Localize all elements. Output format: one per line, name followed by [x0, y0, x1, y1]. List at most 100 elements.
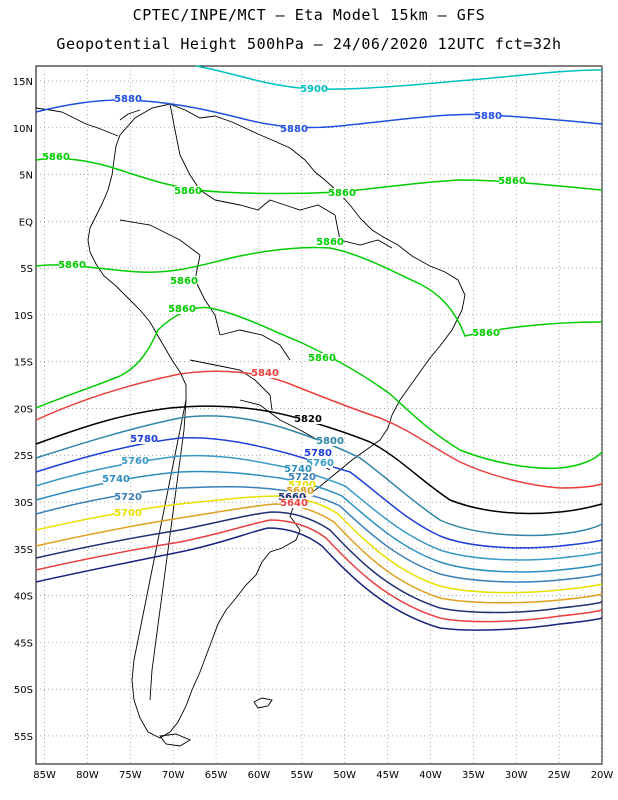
- lon-tick-label: 35W: [462, 770, 485, 781]
- contour-label-bg: [115, 492, 141, 502]
- contour-label: 5880: [280, 124, 308, 135]
- map-title-line-1: CPTEC/INPE/MCT – Eta Model 15km – GFS: [132, 6, 486, 24]
- contour-label: 5860: [170, 276, 198, 287]
- contour-label-bg: [285, 464, 311, 474]
- lat-tick-label: 20S: [14, 404, 33, 415]
- contour-5720: [35, 485, 603, 583]
- contour-label: 5640: [280, 498, 308, 509]
- contour-label-bg: [301, 84, 327, 94]
- contour-5760: [35, 454, 603, 561]
- border-bolivia: [189, 359, 273, 411]
- contour-label-bg: [252, 368, 278, 378]
- lon-tick-label: 85W: [33, 770, 56, 781]
- contour-label-bg: [317, 237, 343, 247]
- lat-tick-label: 45S: [14, 638, 33, 649]
- contour-label: 5720: [114, 492, 142, 503]
- lon-tick-label: 75W: [119, 770, 142, 781]
- contour-5740: [35, 470, 603, 573]
- border-colombia-venezuela: [169, 103, 216, 201]
- lon-tick-label: 55W: [291, 770, 314, 781]
- contour-5800: [35, 415, 603, 537]
- contour-label-bg: [281, 124, 307, 134]
- contour-label-bg: [115, 94, 141, 104]
- lat-tick-label: EQ: [19, 217, 33, 228]
- lon-tick-label: 30W: [505, 770, 528, 781]
- lat-tick-label: 50S: [14, 685, 33, 696]
- contour-5900: [195, 65, 603, 90]
- contour-label-bg: [279, 492, 305, 502]
- contour-label: 5860: [498, 176, 526, 187]
- contour-5680: [35, 503, 603, 604]
- contour-label-bg: [169, 304, 195, 314]
- contour-label: 5780: [130, 434, 158, 445]
- central-america-coastline: [35, 107, 119, 137]
- contour-label: 5860: [472, 328, 500, 339]
- contour-label: 5860: [316, 237, 344, 248]
- lat-tick-label: 5S: [20, 264, 33, 275]
- border-colombia-peru: [119, 219, 201, 256]
- caribbean-coast: [119, 109, 141, 121]
- contour-label: 5880: [114, 94, 142, 105]
- contour-label-bg: [329, 188, 355, 198]
- lon-tick-label: 40W: [419, 770, 442, 781]
- contour-label: 5860: [42, 152, 70, 163]
- grid-lines: [36, 66, 603, 764]
- contour-5660: [35, 511, 603, 614]
- contour-lines: [35, 65, 603, 631]
- contour-label-bg: [175, 186, 201, 196]
- lon-tick-label: 45W: [376, 770, 399, 781]
- contour-label: 5660: [278, 492, 306, 503]
- axis-ticks: 15N 10N 5N EQ 5S 10S 15S 20S 25S 30S 35S 40S 45S 50S 5…: [13, 77, 614, 781]
- contour-5620: [35, 527, 603, 631]
- contour-label: 5800: [316, 436, 344, 447]
- contour-5860-c: [35, 306, 603, 470]
- contour-label-bg: [289, 472, 315, 482]
- contour-label-bg: [59, 260, 85, 270]
- contour-label-bg: [309, 353, 335, 363]
- lon-tick-label: 60W: [248, 770, 271, 781]
- contour-label: 5820: [294, 414, 322, 425]
- contour-label: 5760: [306, 458, 334, 469]
- contour-label: 5860: [174, 186, 202, 197]
- contour-label: 5900: [300, 84, 328, 95]
- lon-tick-label: 80W: [76, 770, 99, 781]
- contour-label-bg: [103, 474, 129, 484]
- contour-label: 5860: [308, 353, 336, 364]
- contour-label-bg: [473, 328, 499, 338]
- contour-label-bg: [289, 480, 315, 490]
- contour-label: 5720: [288, 472, 316, 483]
- contour-label: 5880: [474, 111, 502, 122]
- border-peru-brazil: [194, 254, 221, 336]
- tierra-del-fuego: [159, 733, 191, 747]
- lon-tick-label: 70W: [162, 770, 185, 781]
- lon-tick-label: 50W: [333, 770, 356, 781]
- border-paraguay: [239, 399, 319, 441]
- south-america-coastline: [87, 103, 466, 739]
- contour-label-bg: [43, 152, 69, 162]
- border-brazil-bolivia: [219, 329, 291, 361]
- contour-label: 5700: [114, 508, 142, 519]
- contour-label-bg: [295, 414, 321, 424]
- lat-tick-label: 35S: [14, 545, 33, 556]
- contour-label: 5740: [284, 464, 312, 475]
- lat-tick-label: 10S: [14, 311, 33, 322]
- contour-label-bg: [499, 176, 525, 186]
- contour-labels: 5900 5880 5880 5880 5860 5860 5860 5860 5860 5860…: [42, 84, 526, 519]
- border-venezuela-brazil: [214, 199, 336, 216]
- contour-label: 5680: [286, 486, 314, 497]
- contour-label-bg: [131, 434, 157, 444]
- map-title-line-2: Geopotential Height 500hPa – 24/06/2020 …: [56, 35, 562, 53]
- contour-5780: [35, 436, 603, 549]
- lon-tick-label: 65W: [205, 770, 228, 781]
- contour-label-bg: [307, 458, 333, 468]
- contour-label: 5760: [121, 456, 149, 467]
- contour-label: 5860: [168, 304, 196, 315]
- contour-5820: [35, 405, 603, 515]
- contour-5640: [35, 519, 603, 623]
- contour-label-bg: [317, 436, 343, 446]
- lat-tick-label: 55S: [14, 732, 33, 743]
- contour-5700: [35, 495, 603, 594]
- falkland-islands: [253, 697, 273, 709]
- lat-tick-label: 25S: [14, 451, 33, 462]
- contour-label: 5700: [288, 480, 316, 491]
